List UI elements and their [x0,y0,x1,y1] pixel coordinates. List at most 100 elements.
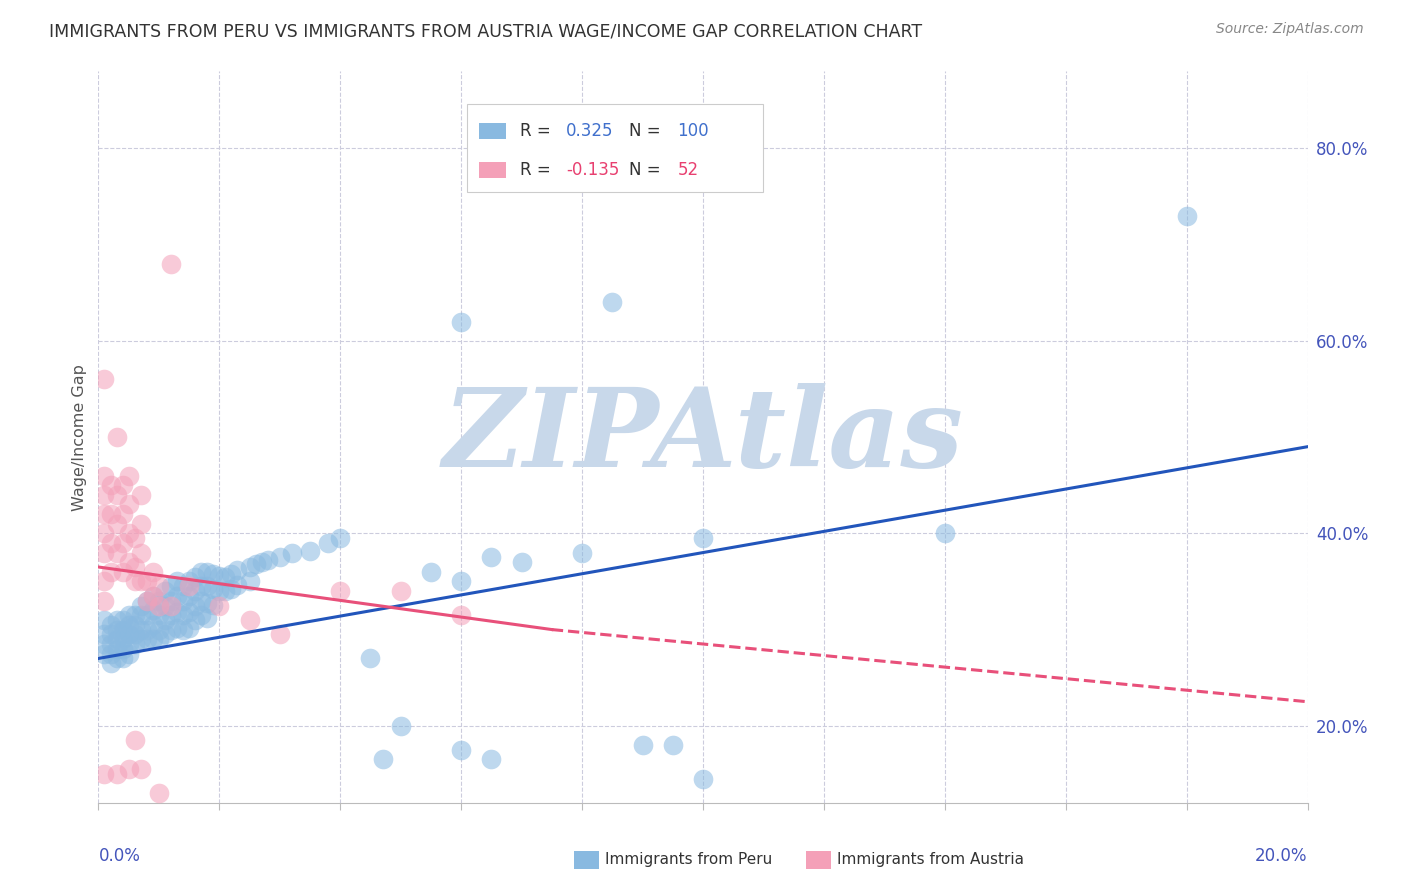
Point [118,498,141,512]
Point [245,557,267,571]
Point [153,584,176,599]
Point [202,566,225,581]
Point [124,637,146,651]
Point [93,767,115,781]
Point [118,617,141,632]
Point [450,574,472,589]
Point [124,617,146,632]
Point [195,579,218,593]
Point [129,608,152,623]
Point [153,613,176,627]
Point [571,545,593,559]
Text: 100: 100 [678,121,709,140]
Point [148,593,170,607]
Point [124,531,146,545]
Point [281,545,304,559]
Point [160,579,183,593]
Point [148,579,170,593]
Point [105,767,128,781]
Point [195,611,218,625]
Point [389,719,412,733]
Point [329,531,352,545]
Point [184,599,207,613]
Point [160,257,183,271]
Point [142,603,165,617]
Point [93,593,115,607]
Point [118,637,141,651]
Point [166,589,188,603]
Point [118,647,141,661]
Point [208,568,231,582]
Point [226,563,249,577]
Point [371,752,394,766]
Point [329,584,352,599]
Point [692,772,714,786]
Point [100,637,122,651]
Text: 20.0%: 20.0% [1256,847,1308,864]
Point [256,553,278,567]
Point [179,605,201,619]
Point [269,550,291,565]
Point [250,555,273,569]
Point [105,651,128,665]
Point [208,584,231,599]
Text: ZIPAtlas: ZIPAtlas [443,384,963,491]
Point [93,647,115,661]
Point [450,743,472,757]
Point [661,738,683,752]
Point [105,488,128,502]
Point [118,608,141,623]
Point [129,623,152,637]
Point [221,566,243,581]
Point [148,623,170,637]
Point [190,608,212,623]
Point [124,733,146,747]
Point [1175,209,1198,223]
Point [105,545,128,559]
Point [934,526,956,541]
Point [631,738,654,752]
Point [93,613,115,627]
Point [118,762,141,776]
Point [100,647,122,661]
Point [179,621,201,635]
Point [118,468,141,483]
Point [124,608,146,623]
Point [135,623,157,637]
Point [208,599,231,613]
Point [129,762,152,776]
Text: Immigrants from Peru: Immigrants from Peru [605,853,772,867]
Text: IMMIGRANTS FROM PERU VS IMMIGRANTS FROM AUSTRIA WAGE/INCOME GAP CORRELATION CHAR: IMMIGRANTS FROM PERU VS IMMIGRANTS FROM … [49,22,922,40]
Point [129,516,152,531]
Point [692,531,714,545]
Point [172,593,194,607]
Point [202,582,225,596]
Text: Source: ZipAtlas.com: Source: ZipAtlas.com [1216,22,1364,37]
Point [510,555,533,569]
Point [111,623,134,637]
Point [93,627,115,641]
Point [148,786,170,800]
Point [239,574,262,589]
Y-axis label: Wage/Income Gap: Wage/Income Gap [72,364,87,510]
Text: -0.135: -0.135 [567,161,620,179]
Point [148,599,170,613]
FancyBboxPatch shape [467,104,763,192]
Point [124,627,146,641]
Point [105,623,128,637]
Point [100,536,122,550]
Point [129,488,152,502]
Point [184,613,207,627]
Text: R =: R = [520,121,557,140]
Point [221,582,243,596]
Point [481,550,503,565]
Text: 52: 52 [678,161,699,179]
Point [111,478,134,492]
Text: R =: R = [520,161,557,179]
Point [93,507,115,521]
Point [135,574,157,589]
Point [105,641,128,656]
Point [100,565,122,579]
Point [135,593,157,607]
Point [420,565,443,579]
